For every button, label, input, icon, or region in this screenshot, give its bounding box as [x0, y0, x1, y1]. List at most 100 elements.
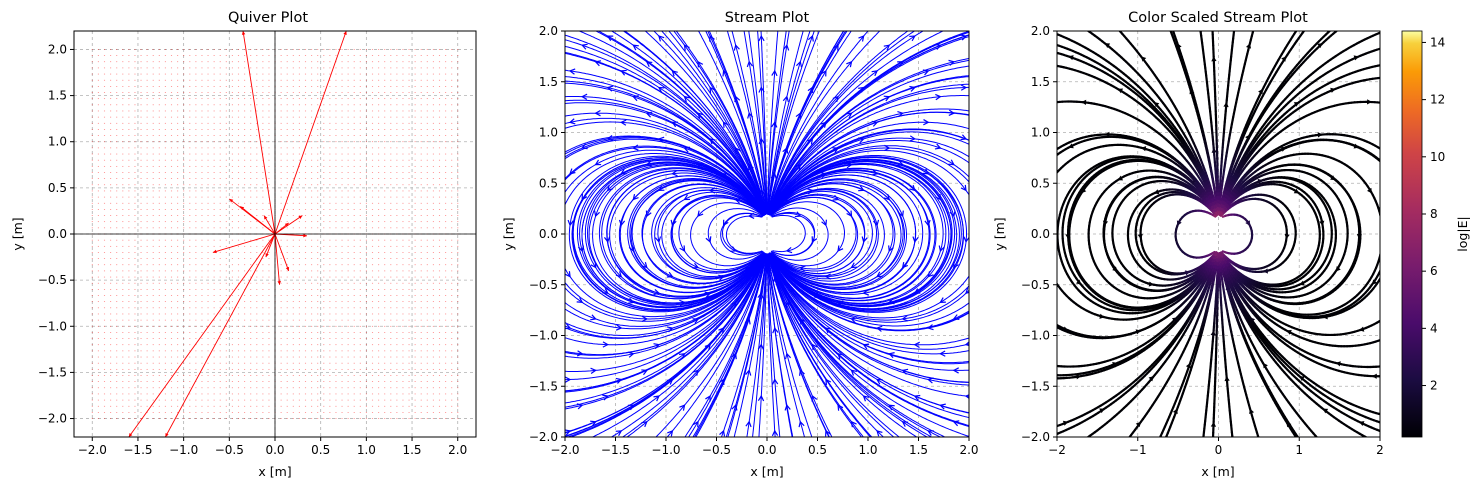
- quiver-arrow-small: [237, 61, 240, 63]
- quiver-arrow-small: [177, 282, 179, 284]
- quiver-arrow-small: [158, 412, 160, 413]
- quiver-arrow-small: [292, 159, 294, 161]
- quiver-arrow-small: [244, 129, 246, 130]
- quiver-arrow-small: [244, 270, 246, 272]
- quiver-arrow-small: [365, 165, 367, 167]
- quiver-arrow-small: [262, 362, 264, 364]
- quiver-arrow-small: [158, 368, 160, 370]
- quiver-arrow-small: [183, 73, 185, 75]
- quiver-arrow-small: [219, 196, 221, 198]
- quiver-arrow-small: [341, 356, 343, 358]
- quiver-arrow-small: [347, 264, 349, 266]
- streamline: [1217, 253, 1260, 437]
- quiver-arrow-small: [262, 289, 264, 290]
- quiver-arrow-small: [402, 362, 404, 364]
- quiver-arrow-small: [158, 307, 160, 309]
- quiver-arrow-small: [323, 258, 325, 259]
- quiver-arrow-small: [110, 129, 112, 130]
- quiver-arrow-small: [146, 399, 148, 401]
- quiver-arrow-small: [201, 307, 203, 309]
- quiver-arrow-small: [110, 313, 112, 315]
- quiver-arrow-small: [225, 153, 227, 155]
- quiver-arrow-small: [384, 375, 386, 376]
- quiver-arrow-small: [158, 239, 160, 241]
- quiver-arrow-small: [414, 202, 416, 204]
- quiver-arrow-small: [103, 295, 106, 296]
- quiver-arrow-small: [335, 338, 337, 339]
- quiver-arrow-small: [420, 141, 422, 143]
- quiver-arrow-small: [359, 141, 361, 143]
- quiver-arrow-small: [91, 381, 93, 382]
- quiver-arrow-small: [353, 165, 355, 167]
- quiver-arrow-small: [335, 196, 337, 198]
- quiver-arrow-small: [317, 375, 319, 376]
- quiver-arrow-small: [164, 141, 166, 143]
- quiver-arrow-small: [311, 258, 313, 259]
- quiver-arrow-small: [286, 190, 288, 192]
- quiver-arrow-small: [237, 344, 240, 346]
- quiver-arrow-small: [158, 73, 160, 75]
- quiver-arrow-small: [286, 307, 288, 309]
- quiver-arrow-small: [97, 239, 99, 241]
- quiver-arrow-small: [256, 270, 258, 272]
- quiver-arrow-small: [402, 282, 404, 284]
- quiver-arrow-small: [213, 307, 215, 309]
- quiver-arrow-small: [231, 301, 233, 303]
- y-tick-label: 1.5: [539, 75, 558, 89]
- quiver-arrow-small: [116, 98, 118, 100]
- quiver-arrow-small: [402, 276, 404, 278]
- quiver-arrow-small: [353, 350, 355, 352]
- quiver-arrow-small: [408, 196, 410, 198]
- quiver-arrow-small: [347, 258, 349, 259]
- quiver-arrow-small: [335, 227, 337, 229]
- quiver-arrow-small: [170, 79, 173, 81]
- quiver-arrow-small: [225, 356, 227, 358]
- quiver-arrow-small: [390, 356, 392, 358]
- quiver-arrow-small: [311, 104, 313, 106]
- quiver-arrow-small: [317, 215, 319, 216]
- quiver-arrow-small: [359, 313, 361, 315]
- quiver-arrow-small: [225, 375, 227, 376]
- quiver-arrow-small: [122, 393, 124, 395]
- quiver-arrow-small: [244, 67, 246, 69]
- quiver-arrow-small: [359, 387, 361, 389]
- quiver-arrow-small: [134, 252, 136, 253]
- quiver-arrow-small: [347, 190, 349, 192]
- quiver-arrow-small: [244, 190, 246, 192]
- quiver-arrow-small: [323, 307, 325, 309]
- quiver-arrow-small: [335, 270, 337, 272]
- quiver-arrow: [274, 233, 308, 238]
- x-tick-label: 1.0: [357, 443, 376, 457]
- quiver-arrow-small: [432, 338, 434, 339]
- quiver-arrow-small: [146, 276, 148, 278]
- quiver-arrow-small: [359, 110, 361, 112]
- quiver-arrow-small: [158, 362, 160, 364]
- quiver-arrow-small: [371, 239, 374, 241]
- quiver-arrow-small: [390, 289, 392, 290]
- quiver-arrow-small: [201, 295, 203, 296]
- quiver-arrow-small: [426, 202, 428, 204]
- quiver-arrow-small: [311, 196, 313, 198]
- quiver-arrow-small: [250, 104, 252, 106]
- quiver-arrow-small: [323, 61, 325, 63]
- quiver-arrow-small: [426, 393, 428, 395]
- quiver-arrow-small: [164, 393, 166, 395]
- quiver-arrow-small: [390, 98, 392, 100]
- quiver-arrow-small: [140, 319, 142, 321]
- quiver-arrow-small: [329, 387, 331, 389]
- quiver-arrow-small: [408, 67, 410, 69]
- quiver-arrow-small: [177, 362, 179, 364]
- quiver-arrow-small: [140, 153, 142, 155]
- quiver-arrow-small: [268, 387, 270, 389]
- quiver-arrow-small: [250, 239, 252, 241]
- quiver-arrow-small: [189, 405, 191, 407]
- quiver-arrow-small: [365, 289, 367, 290]
- quiver-arrow-small: [341, 141, 343, 143]
- quiver-arrow-small: [146, 282, 148, 284]
- quiver-arrow-small: [378, 227, 380, 229]
- quiver-arrow-small: [298, 282, 300, 284]
- quiver-arrow-small: [353, 319, 355, 321]
- quiver-arrow-small: [219, 67, 221, 69]
- quiver-arrow-small: [110, 73, 112, 75]
- quiver-arrow-small: [457, 159, 459, 161]
